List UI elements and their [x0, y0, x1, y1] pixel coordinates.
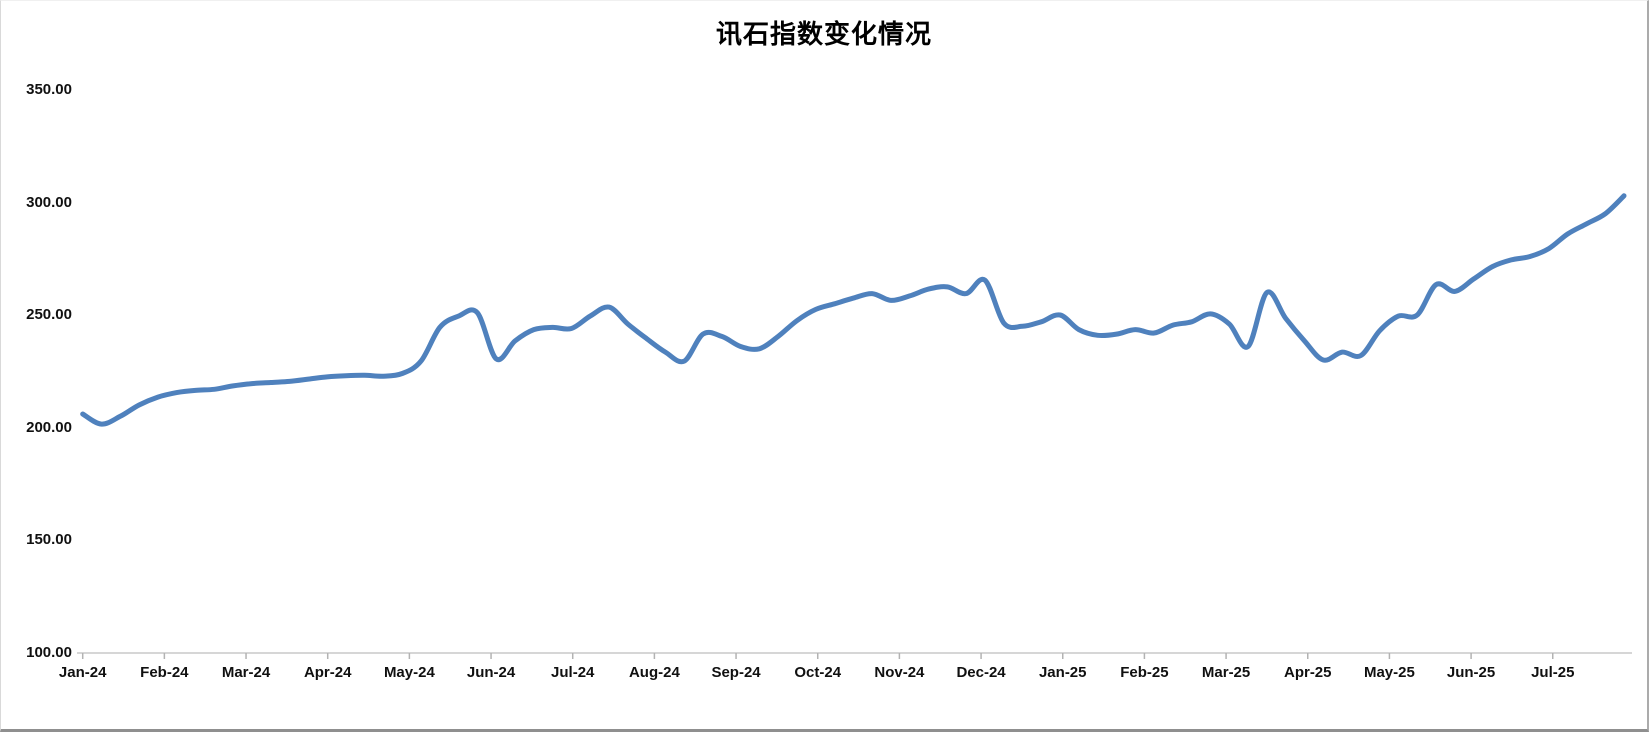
x-axis-label: Jan-24 — [58, 664, 107, 681]
index-line-series — [80, 193, 1627, 427]
x-axis-label: Dec-24 — [956, 664, 1006, 681]
x-axis-label: Aug-24 — [628, 664, 680, 681]
x-axis-label: Jan-25 — [1038, 664, 1087, 681]
y-axis-label: 350.00 — [26, 81, 72, 98]
x-axis-label: Jul-24 — [551, 664, 595, 681]
y-axis-label: 300.00 — [26, 193, 72, 211]
y-axis-label: 100.00 — [26, 643, 72, 661]
x-axis-label: Mar-24 — [221, 664, 271, 681]
x-axis-label: Oct-24 — [794, 664, 842, 681]
x-axis-label: Jun-24 — [466, 664, 516, 681]
x-axis-label: Jun-25 — [1446, 664, 1496, 681]
x-axis-label: Apr-25 — [1283, 664, 1332, 681]
y-axis-label: 200.00 — [26, 418, 72, 436]
y-axis-label: 250.00 — [26, 306, 72, 323]
x-axis-label: May-25 — [1363, 664, 1415, 681]
x-axis-label: Feb-24 — [140, 664, 189, 681]
x-axis — [77, 652, 1632, 659]
x-axis-label: Jul-25 — [1531, 664, 1575, 681]
x-axis-label: Apr-24 — [303, 664, 352, 681]
x-axis-label: Nov-24 — [874, 664, 925, 681]
chart-title: 讯石指数变化情况 — [715, 20, 932, 50]
x-axis-label: Sep-24 — [711, 664, 761, 681]
y-axis-label: 150.00 — [26, 531, 72, 548]
x-axis-label: May-24 — [383, 664, 435, 681]
x-axis-label: Mar-25 — [1201, 664, 1251, 681]
x-axis-label: Feb-25 — [1120, 664, 1169, 681]
